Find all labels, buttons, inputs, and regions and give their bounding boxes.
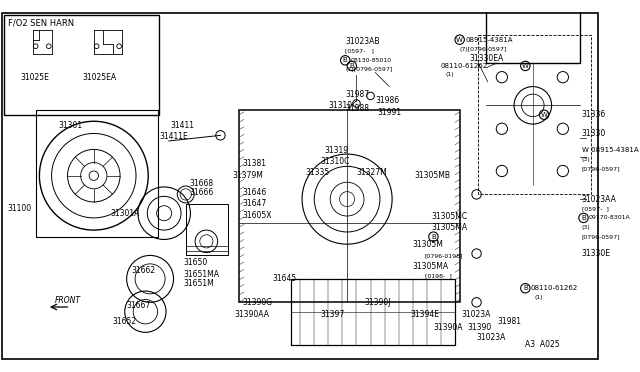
Text: 31330E: 31330E (582, 249, 611, 258)
Text: 31605X: 31605X (242, 211, 271, 219)
Text: 31305MA: 31305MA (413, 262, 449, 271)
Text: B: B (343, 57, 348, 63)
Text: 31411E: 31411E (159, 132, 188, 141)
Text: 31646: 31646 (242, 188, 266, 197)
Text: [0597-  ]: [0597- ] (582, 206, 609, 211)
Text: 31305MB: 31305MB (415, 171, 451, 180)
Text: 31025EA: 31025EA (83, 73, 116, 82)
Text: 31987: 31987 (345, 90, 369, 99)
Text: 31651MA: 31651MA (184, 270, 220, 279)
Text: 31330: 31330 (582, 129, 606, 138)
Text: (1): (1) (534, 295, 543, 300)
Text: 31025E: 31025E (20, 73, 49, 82)
Text: 31319: 31319 (324, 146, 349, 155)
Text: 31394E: 31394E (411, 310, 440, 319)
Text: 31310: 31310 (328, 101, 353, 110)
Text: 08110-61262: 08110-61262 (441, 63, 488, 69)
Text: 31023AA: 31023AA (582, 195, 616, 203)
Text: 31650: 31650 (184, 259, 208, 267)
Text: A3  A025: A3 A025 (525, 340, 560, 349)
Text: 31988: 31988 (345, 104, 369, 113)
Text: [0796-0597]: [0796-0597] (582, 167, 620, 171)
Text: [0796-0198]: [0796-0198] (425, 253, 463, 258)
Text: 31390A: 31390A (433, 323, 463, 332)
Text: 31100: 31100 (8, 204, 31, 213)
Bar (486, 0, 580, 63)
Text: 31397: 31397 (321, 310, 345, 319)
Text: W: W (541, 112, 548, 118)
Text: 31305MC: 31305MC (431, 212, 468, 221)
Text: 31666: 31666 (189, 188, 214, 197)
Text: 31305M: 31305M (413, 240, 444, 248)
Text: [0796-0597]: [0796-0597] (582, 234, 620, 239)
Text: W: W (456, 37, 463, 43)
Bar (4, 15, 159, 115)
Text: (7)[0796-0597]: (7)[0796-0597] (345, 67, 392, 72)
Text: 31991: 31991 (377, 108, 401, 117)
Text: [0597-   ]: [0597- ] (345, 48, 374, 54)
Text: 31981: 31981 (497, 317, 521, 326)
Text: (3): (3) (582, 225, 590, 230)
Text: (3): (3) (582, 157, 590, 162)
Text: [0198-  ]: [0198- ] (425, 273, 452, 279)
Text: F/O2 SEN HARN: F/O2 SEN HARN (8, 18, 74, 27)
Text: 31023A: 31023A (461, 310, 491, 319)
Bar (239, 110, 460, 302)
Text: 31330EA: 31330EA (469, 54, 503, 63)
Text: 09170-8301A: 09170-8301A (589, 215, 631, 220)
Text: 31023AB: 31023AB (345, 37, 380, 46)
Text: (1): (1) (445, 72, 454, 77)
Text: 31390AA: 31390AA (234, 310, 269, 319)
Text: 31390J: 31390J (364, 298, 390, 307)
Text: B: B (349, 63, 354, 69)
Text: 31335: 31335 (306, 169, 330, 177)
Text: 31023A: 31023A (477, 333, 506, 341)
Text: 08130-85010: 08130-85010 (351, 58, 392, 63)
Text: W: W (522, 63, 529, 69)
Text: 31986: 31986 (375, 96, 399, 105)
Bar (291, 279, 455, 344)
Bar (36, 110, 157, 237)
Bar (186, 204, 228, 256)
Text: 08110-61262: 08110-61262 (530, 285, 577, 291)
Text: 08915-4381A: 08915-4381A (465, 37, 513, 43)
Text: 31390: 31390 (467, 323, 492, 332)
Text: 31668: 31668 (189, 179, 214, 188)
Text: 31305MA: 31305MA (431, 223, 468, 232)
Text: 31301: 31301 (58, 122, 83, 131)
Text: 31647: 31647 (242, 199, 266, 208)
Text: 31327M: 31327M (356, 169, 387, 177)
Text: 31379M: 31379M (233, 171, 264, 180)
Text: 31652: 31652 (113, 317, 137, 326)
Text: B: B (431, 234, 436, 240)
Text: 31301A: 31301A (111, 209, 140, 218)
Text: B: B (581, 215, 586, 221)
Text: 31667: 31667 (127, 301, 151, 310)
Text: 31310C: 31310C (321, 157, 350, 166)
Text: (7)[0796-0597]: (7)[0796-0597] (460, 46, 507, 52)
Text: W 08915-4381A: W 08915-4381A (582, 147, 638, 153)
Text: 31645: 31645 (272, 275, 296, 283)
Text: B: B (523, 285, 528, 291)
Text: 31390G: 31390G (242, 298, 272, 307)
Text: FRONT: FRONT (54, 296, 81, 305)
Text: 31662: 31662 (131, 266, 156, 275)
Text: 31651M: 31651M (184, 279, 214, 288)
Text: 31411: 31411 (171, 122, 195, 131)
Text: 31336: 31336 (582, 110, 606, 119)
Text: 31381: 31381 (242, 159, 266, 168)
